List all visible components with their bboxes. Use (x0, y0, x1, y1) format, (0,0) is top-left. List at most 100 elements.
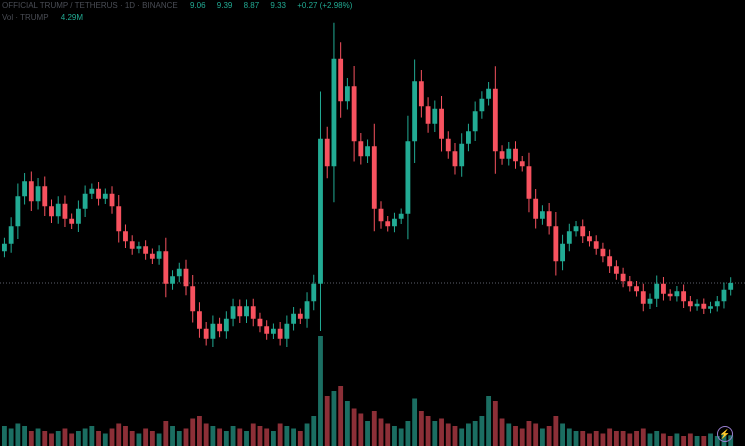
volume-bar (486, 396, 492, 446)
candle-body (217, 323, 223, 332)
candle-body (694, 303, 700, 307)
volume-bar (351, 408, 357, 446)
candle-body (8, 226, 14, 244)
volume-bar (526, 421, 532, 446)
volume-bar (55, 431, 61, 446)
candle-body (593, 241, 599, 249)
volume-bar (42, 431, 48, 446)
volume-label: Vol · TRUMP (2, 13, 49, 22)
candle-body (452, 151, 458, 167)
volume-bar (49, 433, 54, 446)
volume-bar (714, 436, 720, 446)
volume-bar (230, 426, 236, 446)
volume-bar (324, 396, 330, 446)
candle-body (143, 246, 149, 254)
candle-body (721, 289, 727, 302)
volume-bar (607, 428, 613, 446)
volume-bar (250, 423, 256, 446)
volume-value: 4.29M (60, 13, 83, 22)
volume-bar (197, 416, 202, 446)
volume-bar (425, 416, 431, 446)
volume-bar (15, 423, 21, 446)
candle-body (102, 193, 108, 199)
candle-body (331, 58, 337, 167)
candle-body (344, 86, 350, 102)
volume-bar (687, 433, 693, 446)
candle-body (661, 283, 666, 294)
volume-bar (593, 431, 599, 446)
candle-body (22, 181, 28, 197)
candle-body (526, 166, 532, 199)
open-value: 9.06 (189, 1, 206, 10)
candle-body (506, 148, 512, 159)
volume-bar (102, 433, 108, 446)
volume-bar (385, 423, 391, 446)
candle-body (365, 146, 370, 157)
candle-body (573, 226, 579, 232)
volume-bar (223, 431, 229, 446)
lightning-icon[interactable]: ⚡ (717, 426, 733, 442)
candle-body (129, 241, 135, 249)
candle-body (89, 188, 95, 194)
volume-bar (264, 428, 270, 446)
candle-body (156, 251, 162, 259)
volume-bar (136, 433, 142, 446)
high-value: 9.39 (216, 1, 233, 10)
candle-body (640, 291, 646, 304)
volume-bar (728, 435, 734, 446)
volume-bar (506, 423, 512, 446)
candle-body (708, 306, 713, 309)
volume-bar (116, 423, 122, 446)
candle-body (2, 243, 7, 252)
volume-bar (459, 428, 465, 446)
candle-body (519, 161, 525, 167)
candle-body (170, 276, 175, 284)
volume-bar (129, 431, 135, 446)
candle-body (681, 291, 687, 302)
volume-bar (344, 401, 350, 446)
volume-bar (297, 431, 303, 446)
candle-body (75, 208, 81, 224)
candle-body (620, 273, 626, 282)
volume-bar (398, 428, 404, 446)
volume-bar (613, 431, 619, 446)
volume-bar (217, 428, 223, 446)
candle-body (136, 246, 142, 249)
volume-bar (284, 426, 290, 446)
candle-body (96, 188, 101, 199)
candle-body (230, 306, 236, 319)
candle-body (627, 281, 633, 287)
volume-bar (546, 426, 552, 446)
volume-bar (176, 431, 182, 446)
candle-body (324, 138, 330, 167)
volume-bar (573, 431, 579, 446)
candle-body (237, 306, 243, 317)
volume-bar (432, 421, 438, 446)
volume-bar (183, 428, 189, 446)
candle-body (304, 301, 310, 319)
candle-body (674, 291, 680, 297)
candle-body (62, 203, 68, 219)
volume-bar (580, 431, 586, 446)
volume-bar (600, 433, 606, 446)
volume-bar (634, 431, 639, 446)
candle-body (667, 293, 673, 297)
candle-body (203, 328, 209, 339)
volume-bar (701, 436, 707, 446)
ohlc-legend: OFFICIAL TRUMP / TETHERUS · 1D · BINANCE… (2, 1, 361, 10)
candle-body (42, 186, 48, 207)
volume-bar (190, 418, 196, 446)
volume-bar (35, 428, 41, 446)
volume-bar (210, 426, 216, 446)
volume-bar (539, 428, 545, 446)
volume-bar (519, 428, 525, 446)
candle-body (385, 221, 391, 227)
candle-body (116, 206, 122, 232)
volume-bar (620, 431, 626, 446)
candle-body (270, 328, 276, 334)
candle-body (513, 148, 518, 162)
candle-body (69, 218, 75, 224)
close-value: 9.33 (270, 1, 286, 10)
